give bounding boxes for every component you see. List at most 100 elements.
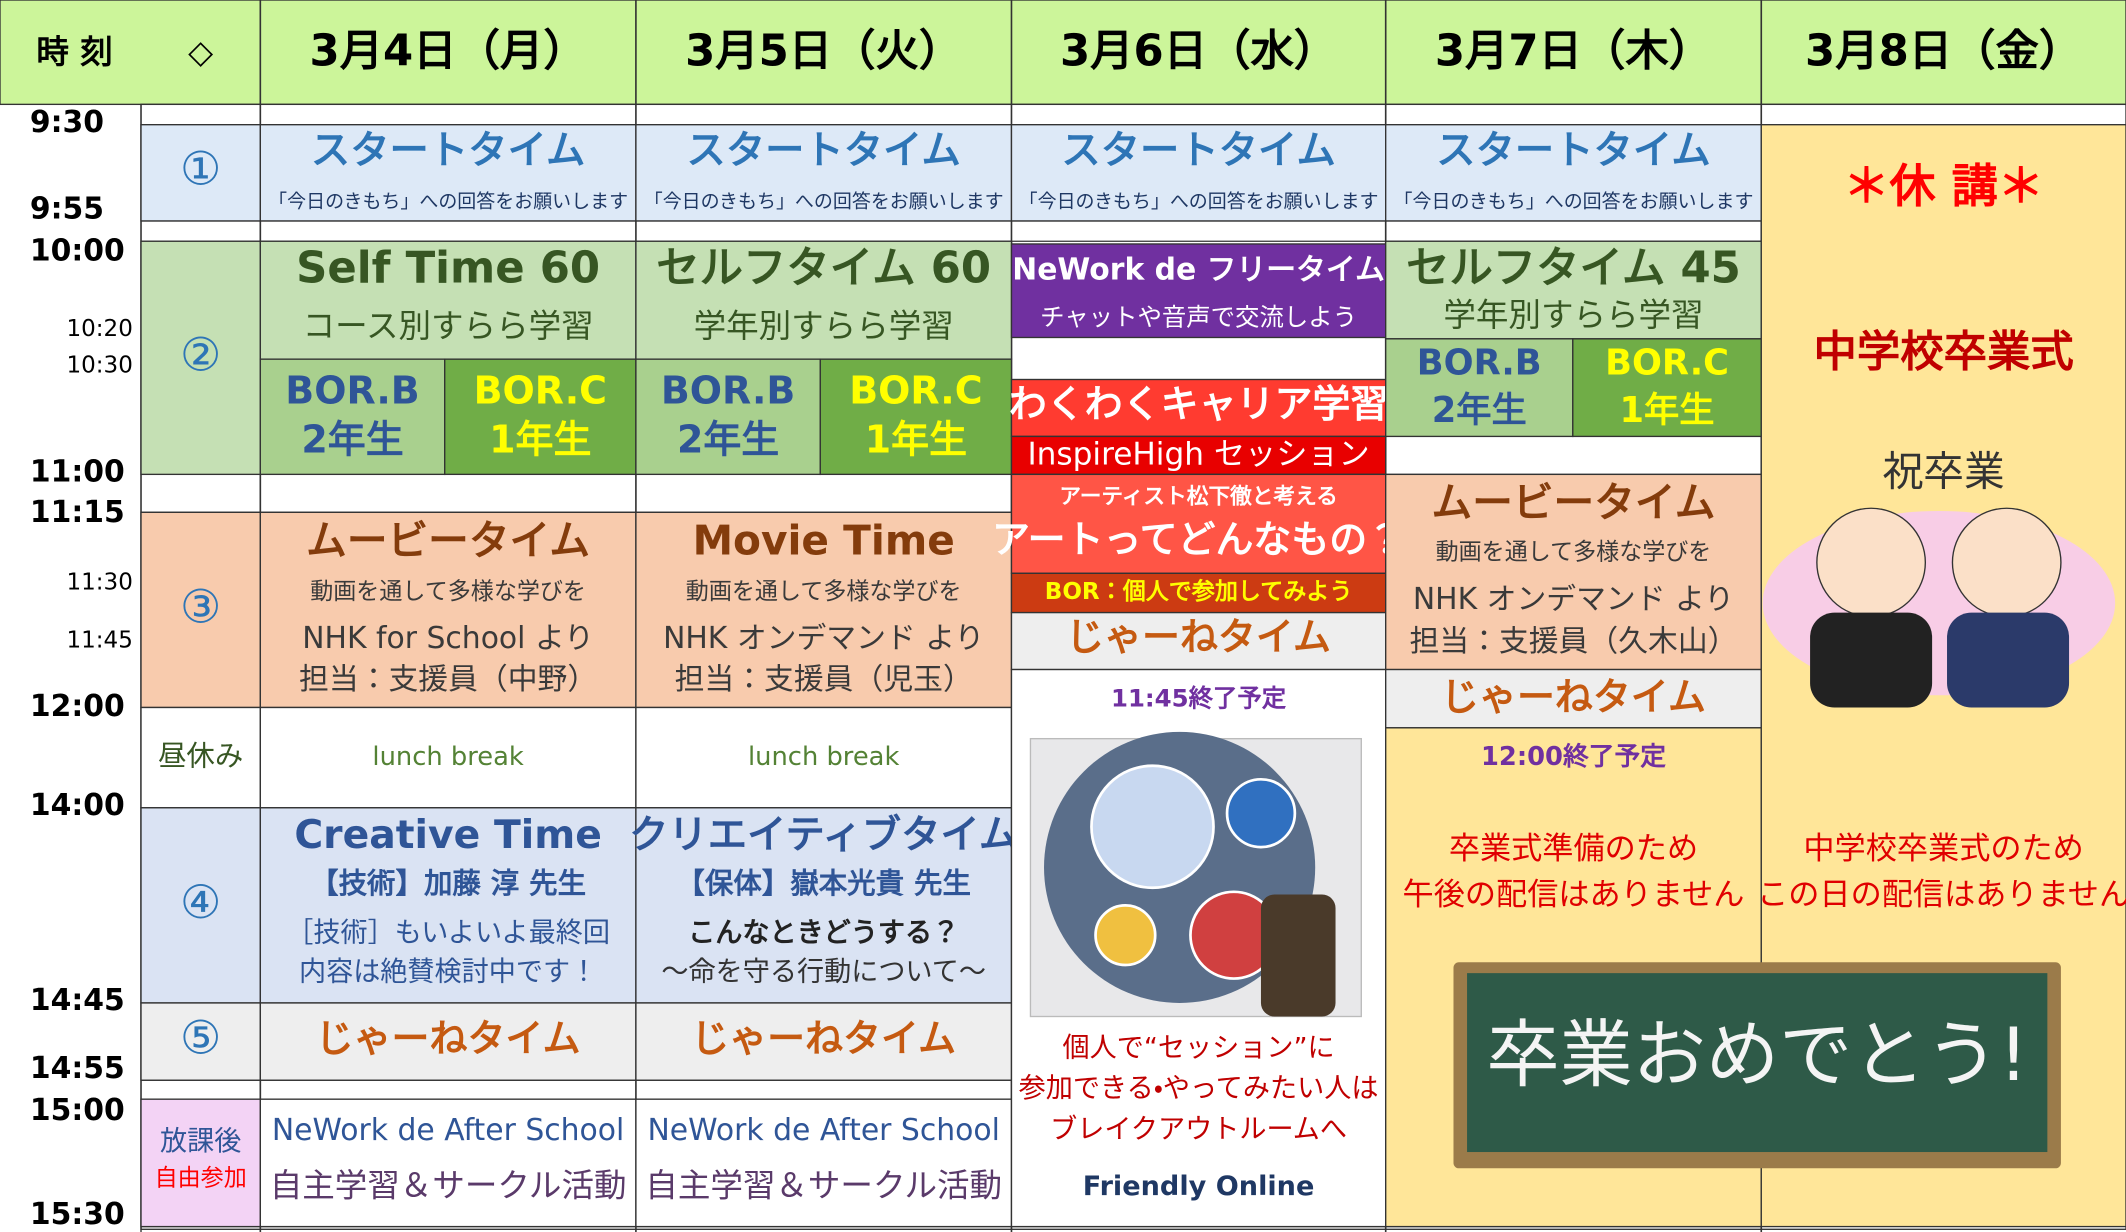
cell-text: 担当：支援員（児玉） xyxy=(675,662,973,697)
cell-text: チャットや音声で交流しよう xyxy=(1040,303,1357,332)
period-label: ① xyxy=(180,142,221,196)
cell-text: Movie Time xyxy=(693,516,955,564)
cell-text: NHK オンデマンド より xyxy=(663,621,984,656)
cell xyxy=(819,358,1013,476)
cell-text: NHK オンデマンド より xyxy=(1413,582,1734,617)
cell-text: Friendly Online xyxy=(1083,1171,1315,1202)
time-label-minor: 10:20 xyxy=(66,316,132,342)
cell-text: スタートタイム xyxy=(311,129,585,174)
illustration-face xyxy=(1951,507,2062,618)
illustration-body xyxy=(1810,612,1933,708)
cell-text: Self Time 60 xyxy=(296,244,600,294)
cell xyxy=(259,511,637,709)
cell-text: BOR.B xyxy=(661,369,795,413)
cell-text: 11:45終了予定 xyxy=(1111,683,1287,712)
header-marker: ◇ xyxy=(188,33,213,71)
cell-text: NeWork de フリータイム xyxy=(1012,253,1385,288)
cell-text: じゃーねタイム xyxy=(316,1016,581,1060)
cell-text: 担当：支援員（中野） xyxy=(299,662,597,697)
cell xyxy=(444,358,637,476)
photo-art xyxy=(1094,904,1157,967)
cell-text: 動画を通して多様な学びを xyxy=(1436,539,1712,565)
cell xyxy=(635,706,1013,809)
cell-text: じゃーねタイム xyxy=(691,1016,956,1060)
cell-text: ＊休 講＊ xyxy=(1843,159,2043,213)
cell-text: コース別すらら学習 xyxy=(303,307,594,345)
cell-text: ムービータイム xyxy=(306,516,590,564)
cell-text: セルフタイム 60 xyxy=(656,244,991,294)
cell-text: BOR：個人で参加してみよう xyxy=(1045,578,1353,605)
cell-text: スタートタイム xyxy=(687,129,961,174)
cell-text: 「今日のきもち」への回答をお願いします xyxy=(1019,190,1379,212)
cell-text: 「今日のきもち」への回答をお願いします xyxy=(1394,190,1754,212)
cell-text: 1年生 xyxy=(1620,390,1715,431)
cell-text: BOR.B xyxy=(1417,343,1542,384)
cell-text: わくわくキャリア学習 xyxy=(1009,382,1388,426)
time-label: 12:00 xyxy=(30,689,125,724)
cell-text: 動画を通して多様な学びを xyxy=(310,579,586,605)
cell xyxy=(1385,240,1762,340)
cell xyxy=(635,1002,1013,1081)
day-header: 3月7日（木） xyxy=(1435,27,1712,77)
cell-text: じゃーねタイム xyxy=(1066,615,1331,659)
cell-text: セルフタイム 45 xyxy=(1406,244,1741,294)
cell-text: ブレイクアウトルームへ xyxy=(1050,1114,1347,1145)
period-label: ⑤ xyxy=(180,1010,221,1064)
cell-text: 担当：支援員（久木山） xyxy=(1409,624,1737,659)
cell-text: 参加できる・やってみたい人は xyxy=(1019,1073,1379,1104)
time-label: 11:15 xyxy=(30,495,125,530)
cell xyxy=(259,1098,637,1228)
time-label: 11:00 xyxy=(30,455,125,490)
cell-text: 〜命を守る行動について〜 xyxy=(661,957,986,988)
cell-text: 学年別すらら学習 xyxy=(1443,296,1703,334)
period-label: ④ xyxy=(180,875,221,929)
cell-text: アーティスト松下徹と考える xyxy=(1059,483,1338,509)
cell-text: スタートタイム xyxy=(1436,129,1710,174)
cell-text: InspireHigh セッション xyxy=(1027,436,1369,472)
header-bar xyxy=(0,0,2126,106)
cell-text: 個人で“セッション”に xyxy=(1063,1033,1335,1064)
cell-text: スタートタイム xyxy=(1061,129,1335,174)
cell xyxy=(635,124,1013,222)
cell-text: Creative Time xyxy=(294,813,602,858)
time-label: 14:00 xyxy=(30,788,125,823)
time-label: 9:30 xyxy=(30,105,104,140)
day-header: 3月6日（水） xyxy=(1060,27,1337,77)
period-cell xyxy=(140,1002,262,1081)
photo-person xyxy=(1260,894,1336,1017)
cell-text: 祝卒業 xyxy=(1883,447,2005,495)
cell-text: 【保体】嶽本光貴 先生 xyxy=(676,867,970,900)
time-label: 10:00 xyxy=(30,234,125,269)
cell-text: lunch break xyxy=(372,742,523,772)
cell xyxy=(1010,473,1387,574)
period-label: 自由参加 xyxy=(155,1166,247,1192)
cell-text: 12:00終了予定 xyxy=(1481,741,1666,772)
time-label: 15:30 xyxy=(30,1197,125,1232)
cell-text: BOR.C xyxy=(474,369,607,413)
cell xyxy=(1010,124,1387,222)
cell xyxy=(1572,338,1762,438)
cell xyxy=(1385,124,1762,222)
cell xyxy=(259,706,637,809)
cell xyxy=(259,124,637,222)
cell xyxy=(635,807,1013,1004)
cell xyxy=(259,1002,637,1081)
cell xyxy=(635,240,1013,360)
cell-text: 1年生 xyxy=(865,417,967,461)
cell-text: BOR.C xyxy=(1605,343,1729,384)
day-header: 3月5日（火） xyxy=(685,27,962,77)
cell-text: 中学校卒業式 xyxy=(1814,328,2074,378)
chalkboard xyxy=(1467,973,2048,1153)
cell-text: NeWork de After School xyxy=(272,1113,624,1148)
cell-text: 【技術】加藤 淳 先生 xyxy=(310,867,586,900)
cell-text: BOR.C xyxy=(849,369,982,413)
period-cell xyxy=(140,124,262,222)
period-cell xyxy=(140,706,262,809)
cell xyxy=(259,240,637,360)
time-label-minor: 11:30 xyxy=(66,569,132,595)
period-label: 昼休み xyxy=(158,740,243,773)
cell-text: 1年生 xyxy=(489,417,591,461)
cell-text: アートってどんなもの？ xyxy=(992,518,1405,562)
period-label: 放課後 xyxy=(160,1126,241,1157)
